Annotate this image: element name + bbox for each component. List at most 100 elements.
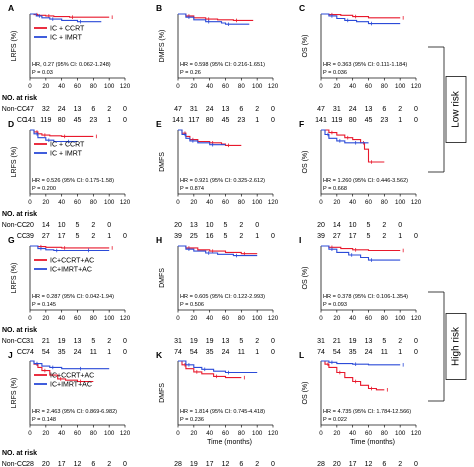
x-tick-label: 100 — [104, 199, 115, 206]
risk-count: 5 — [367, 222, 371, 229]
risk-count: 5 — [239, 338, 243, 345]
x-tick-label: 80 — [238, 315, 245, 322]
x-tick-label: 0 — [176, 315, 180, 322]
p-value-text: P = 0.022 — [323, 417, 347, 423]
x-tick-label: 0 — [176, 83, 180, 90]
legend-label: IC + CCRT — [50, 26, 85, 33]
risk-count: 6 — [91, 461, 95, 467]
legend-label: IC+IMRT+AC — [50, 382, 92, 389]
hr-text: HR = 0.605 (95% CI: 0.122-2.993) — [180, 294, 265, 300]
risk-count: 20 — [317, 222, 325, 229]
risk-count: 45 — [74, 117, 82, 124]
risk-count: 0 — [123, 338, 127, 345]
x-tick-label: 0 — [319, 83, 323, 90]
x-tick-label: 20 — [333, 199, 340, 206]
p-value-text: P = 0.148 — [32, 417, 56, 423]
x-tick-label: 100 — [252, 83, 263, 90]
risk-count: 31 — [26, 338, 34, 345]
risk-count: 2 — [398, 338, 402, 345]
low-risk-box — [445, 76, 467, 143]
legend-label: IC + IMRT — [50, 151, 83, 158]
risk-count: 1 — [255, 117, 259, 124]
hr-text: HR = 1.814 (95% CI: 0.745-4.418) — [180, 409, 265, 415]
risk-count: 5 — [76, 233, 80, 240]
risk-count: 17 — [58, 233, 66, 240]
survival-curve-blue — [178, 245, 258, 257]
x-tick-label: 20 — [333, 83, 340, 90]
x-tick-label: 40 — [349, 83, 356, 90]
legend-label: IC+CCRT+AC — [50, 258, 94, 265]
risk-count: 119 — [331, 117, 342, 124]
risk-count: 17 — [58, 461, 66, 467]
high-risk-label: High risk — [451, 326, 462, 366]
risk-count: 20 — [333, 461, 341, 467]
risk-count: 6 — [91, 106, 95, 113]
risk-count: 24 — [349, 106, 357, 113]
y-axis-label: DMFS (%) — [159, 30, 166, 63]
x-tick-label: 40 — [58, 83, 65, 90]
risk-count: 35 — [206, 349, 214, 356]
legend-label: IC+IMRT+AC — [50, 267, 92, 274]
x-tick-label: 100 — [395, 315, 406, 322]
x-tick-label: 120 — [268, 315, 279, 322]
panel-letter: L — [299, 350, 304, 360]
risk-count: 13 — [74, 106, 82, 113]
risk-count: 28 — [26, 461, 34, 467]
x-tick-label: 100 — [252, 430, 263, 437]
risk-count: 32 — [42, 106, 50, 113]
risk-count: 2 — [255, 338, 259, 345]
risk-count: 19 — [190, 338, 198, 345]
legend-label: IC+CCRT+AC — [50, 373, 94, 380]
survival-curve-blue — [321, 245, 401, 261]
risk-count: 13 — [222, 338, 230, 345]
risk-count: 141 — [172, 117, 184, 124]
risk-count: 2 — [239, 222, 243, 229]
x-tick-label: 40 — [58, 199, 65, 206]
risk-count: 0 — [414, 338, 418, 345]
y-axis-label: DMFS — [159, 152, 166, 172]
x-tick-label: 80 — [381, 315, 388, 322]
panel-letter: D — [8, 119, 14, 129]
panel-letter: A — [8, 3, 14, 13]
x-tick-label: 120 — [120, 83, 131, 90]
risk-count: 5 — [91, 338, 95, 345]
risk-count: 10 — [58, 222, 66, 229]
risk-count: 0 — [271, 106, 275, 113]
risk-group-label: CC — [17, 349, 27, 356]
x-tick-label: 80 — [90, 430, 97, 437]
risk-count: 0 — [123, 233, 127, 240]
risk-count: 1 — [255, 349, 259, 356]
x-tick-label: 100 — [395, 83, 406, 90]
risk-count: 5 — [224, 233, 228, 240]
risk-count: 31 — [190, 106, 198, 113]
risk-count: 47 — [317, 106, 325, 113]
risk-count: 24 — [222, 349, 230, 356]
y-axis-label: LRFS (%) — [11, 31, 18, 62]
risk-count: 0 — [271, 117, 275, 124]
risk-count: 1 — [398, 233, 402, 240]
survival-curve-blue — [321, 360, 401, 366]
x-tick-label: 0 — [319, 199, 323, 206]
legend-label: IC + IMRT — [50, 35, 83, 42]
risk-count: 24 — [58, 106, 66, 113]
x-tick-label: 0 — [176, 430, 180, 437]
x-tick-label: 0 — [176, 199, 180, 206]
risk-count: 141 — [24, 117, 36, 124]
panel-letter: H — [156, 235, 162, 245]
risk-table-title: NO. at risk — [2, 211, 37, 218]
x-tick-label: 120 — [411, 430, 422, 437]
risk-count: 2 — [239, 233, 243, 240]
x-tick-label: 100 — [104, 315, 115, 322]
x-axis-label: Time (months) — [207, 439, 252, 446]
x-tick-label: 60 — [365, 199, 372, 206]
risk-group-label: Non-CC — [2, 338, 27, 345]
risk-count: 12 — [222, 461, 230, 467]
risk-count: 0 — [414, 349, 418, 356]
risk-count: 13 — [190, 222, 198, 229]
risk-count: 0 — [271, 233, 275, 240]
p-value-text: P = 0.26 — [180, 70, 201, 76]
risk-count: 17 — [349, 461, 357, 467]
risk-count: 2 — [255, 106, 259, 113]
risk-count: 54 — [42, 349, 50, 356]
